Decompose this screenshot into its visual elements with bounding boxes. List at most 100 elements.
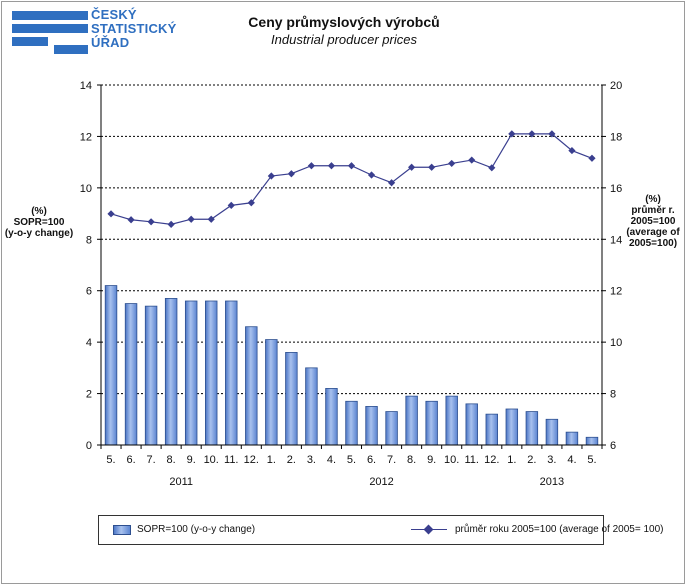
line-point [387, 179, 396, 187]
line-point [187, 215, 195, 223]
logo-text: ČESKÝ STATISTICKÝ ÚŘAD [91, 8, 177, 50]
bar [525, 411, 539, 446]
x-tick-label: 9. [187, 454, 196, 466]
right-tick-label: 20 [610, 80, 622, 92]
line-point [167, 220, 175, 228]
x-tick-label: 3. [547, 454, 556, 466]
bar [385, 411, 398, 446]
line-point [428, 163, 436, 171]
x-tick-label: 6. [126, 454, 135, 466]
line-point [568, 146, 576, 155]
line-point [227, 201, 235, 209]
right-tick-label: 8 [610, 389, 616, 401]
right-axis-title-line: (average of [626, 227, 680, 238]
bar [465, 403, 478, 446]
right-axis-title-line: (%) [645, 194, 661, 205]
right-tick-label: 18 [610, 131, 622, 143]
x-tick-label: 7. [147, 454, 156, 466]
bar [545, 418, 559, 446]
legend-bar-swatch [113, 525, 131, 535]
x-tick-label: 11. [224, 454, 238, 466]
line-point [267, 172, 275, 180]
bar [405, 395, 418, 446]
x-tick-label: 8. [167, 454, 176, 466]
right-tick-label: 10 [610, 337, 622, 349]
year-label: 2013 [540, 476, 564, 488]
bar [205, 300, 218, 446]
bar [144, 305, 158, 446]
bar [265, 339, 278, 446]
x-tick-label: 2. [527, 454, 536, 466]
line-point [107, 210, 115, 218]
legend-label-line: průměr roku 2005=100 (average of 2005= 1… [455, 524, 664, 535]
line-point [508, 130, 516, 138]
x-tick-label: 5. [106, 454, 115, 466]
line-point [247, 199, 255, 207]
right-axis-title: (%) průměr r. 2005=100 (average of 2005=… [620, 194, 686, 249]
line-point [327, 162, 336, 170]
line-point [548, 130, 556, 138]
x-tick-label: 8. [407, 454, 416, 466]
x-tick-label: 10. [204, 454, 219, 466]
bar [184, 300, 198, 446]
x-tick-label: 12. [484, 454, 499, 466]
line-point [287, 170, 295, 178]
x-tick-label: 2. [287, 454, 296, 466]
left-axis-title: (%) SOPR=100 (y-o-y change) [4, 206, 74, 239]
bar [585, 436, 599, 446]
line-point [207, 215, 215, 223]
bar [305, 367, 318, 446]
year-label: 2011 [169, 476, 193, 488]
line-series [110, 133, 593, 225]
line-point [528, 130, 536, 138]
bar [325, 388, 338, 446]
bar [245, 326, 258, 446]
bar [164, 298, 178, 446]
bar [445, 395, 458, 446]
bar [565, 431, 579, 446]
legend-label-bars: SOPR=100 (y-o-y change) [137, 524, 256, 535]
line-point [468, 156, 476, 164]
x-tick-label: 4. [567, 454, 576, 466]
line-point [488, 164, 496, 172]
x-tick-label: 1. [507, 454, 516, 466]
x-tick-label: 7. [387, 454, 396, 466]
x-tick-label: 3. [307, 454, 316, 466]
legend-diamond-icon [423, 524, 434, 535]
x-tick-label: 6. [367, 454, 376, 466]
chart-title: Ceny průmyslových výrobců [248, 14, 440, 30]
x-tick-label: 5. [587, 454, 596, 466]
logo-line: STATISTICKÝ [91, 21, 177, 36]
x-tick-label: 9. [427, 454, 436, 466]
line-point [408, 163, 416, 171]
x-tick-label: 1. [267, 454, 276, 466]
line-point [588, 154, 596, 162]
bar [104, 285, 118, 446]
bar [425, 400, 438, 446]
czso-logo: ČESKÝ STATISTICKÝ ÚŘAD [12, 8, 176, 58]
bar [124, 303, 138, 446]
left-tick-label: 0 [86, 440, 92, 452]
line-point [147, 218, 155, 226]
x-tick-label: 4. [327, 454, 336, 466]
bar [285, 352, 298, 446]
bar [225, 300, 238, 446]
left-tick-label: 8 [86, 234, 92, 246]
right-tick-label: 16 [610, 183, 622, 195]
x-tick-label: 5. [347, 454, 356, 466]
right-tick-label: 12 [610, 286, 622, 298]
right-tick-label: 6 [610, 440, 616, 452]
bar [345, 400, 358, 446]
bar [485, 413, 498, 446]
right-axis-title-line: 2005=100) [628, 238, 678, 249]
chart-legend: SOPR=100 (y-o-y change) průměr roku 2005… [98, 515, 663, 545]
left-tick-label: 2 [86, 389, 92, 401]
logo-line: ČESKÝ [91, 7, 137, 22]
chart-subtitle: Industrial producer prices [271, 32, 417, 47]
logo-bars-icon [12, 8, 102, 58]
left-tick-label: 14 [80, 80, 92, 92]
line-point [347, 162, 356, 170]
x-tick-label: 12. [244, 454, 259, 466]
